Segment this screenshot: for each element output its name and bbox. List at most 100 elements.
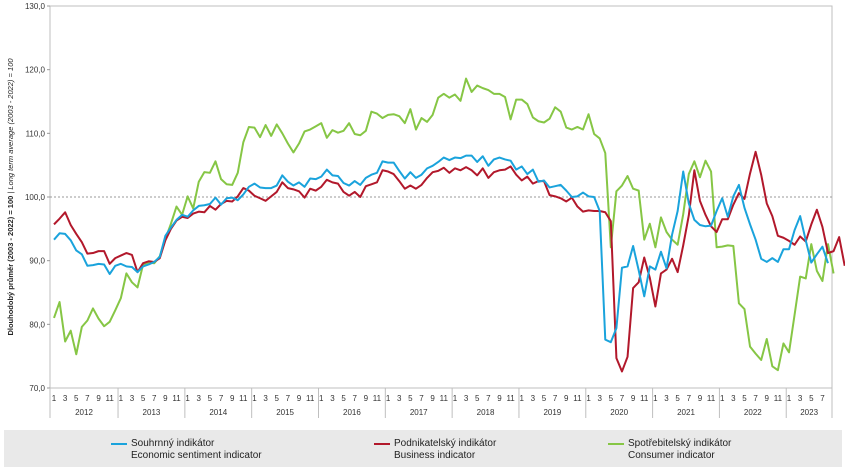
y-tick-label: 130,0 bbox=[25, 2, 46, 11]
x-month-tick-label: 7 bbox=[85, 394, 90, 403]
x-month-tick-label: 11 bbox=[640, 394, 649, 403]
legend: Souhrnný indikátor Economic sentiment in… bbox=[4, 430, 842, 467]
x-month-tick-label: 3 bbox=[197, 394, 202, 403]
x-month-tick-label: 11 bbox=[106, 394, 115, 403]
x-month-tick-label: 11 bbox=[440, 394, 449, 403]
y-tick-label: 80,0 bbox=[29, 320, 45, 329]
x-month-tick-label: 7 bbox=[286, 394, 291, 403]
x-month-tick-label: 9 bbox=[430, 394, 435, 403]
x-month-tick-label: 1 bbox=[319, 394, 324, 403]
x-month-tick-label: 5 bbox=[408, 394, 413, 403]
x-month-tick-label: 3 bbox=[531, 394, 536, 403]
legend-label-consumer-cz: Spotřebitelský indikátor bbox=[628, 438, 732, 449]
x-month-tick-label: 5 bbox=[742, 394, 747, 403]
x-month-tick-label: 11 bbox=[573, 394, 582, 403]
x-month-tick-label: 7 bbox=[419, 394, 424, 403]
x-month-tick-label: 11 bbox=[506, 394, 515, 403]
x-year-label: 2015 bbox=[276, 408, 294, 417]
x-month-tick-label: 3 bbox=[63, 394, 68, 403]
x-month-tick-label: 9 bbox=[765, 394, 770, 403]
x-year-label: 2023 bbox=[800, 408, 818, 417]
x-month-tick-label: 9 bbox=[698, 394, 703, 403]
x-month-tick-label: 1 bbox=[787, 394, 792, 403]
y-tick-label: 110,0 bbox=[26, 129, 46, 138]
x-month-tick-label: 11 bbox=[707, 394, 716, 403]
x-month-tick-label: 5 bbox=[475, 394, 480, 403]
x-month-tick-label: 3 bbox=[731, 394, 736, 403]
x-month-tick-label: 5 bbox=[542, 394, 547, 403]
x-month-tick-label: 11 bbox=[172, 394, 181, 403]
x-month-tick-label: 1 bbox=[386, 394, 391, 403]
x-year-label: 2019 bbox=[543, 408, 561, 417]
legend-label-consumer-en: Consumer indicator bbox=[628, 450, 715, 461]
legend-label-business-en: Business indicator bbox=[394, 450, 476, 461]
y-tick-label: 120,0 bbox=[25, 66, 46, 75]
x-month-tick-label: 11 bbox=[774, 394, 783, 403]
series-line-business bbox=[53, 150, 845, 373]
x-month-tick-label: 1 bbox=[720, 394, 725, 403]
x-month-tick-label: 1 bbox=[52, 394, 57, 403]
y-axis-title-main: Dlouhodobý průměr (2003 - 2022) = 100 bbox=[6, 196, 15, 336]
y-tick-label: 70,0 bbox=[29, 384, 45, 393]
legend-label-business-cz: Podnikatelský indikátor bbox=[394, 438, 497, 449]
y-axis-title: Dlouhodobý průměr (2003 - 2022) = 100 | … bbox=[6, 58, 15, 336]
x-month-tick-label: 3 bbox=[597, 394, 602, 403]
x-month-tick-label: 1 bbox=[453, 394, 458, 403]
x-month-tick-label: 3 bbox=[464, 394, 469, 403]
x-month-tick-label: 7 bbox=[687, 394, 692, 403]
y-tick-label: 100,0 bbox=[25, 193, 46, 202]
x-month-tick-label: 7 bbox=[352, 394, 357, 403]
x-month-tick-label: 3 bbox=[397, 394, 402, 403]
x-year-label: 2016 bbox=[343, 408, 361, 417]
x-month-tick-label: 9 bbox=[364, 394, 369, 403]
x-month-tick-label: 7 bbox=[486, 394, 491, 403]
x-month-tick-label: 3 bbox=[664, 394, 669, 403]
x-month-tick-label: 11 bbox=[306, 394, 315, 403]
x-month-tick-label: 7 bbox=[553, 394, 558, 403]
x-month-tick-label: 7 bbox=[219, 394, 224, 403]
x-month-tick-label: 5 bbox=[809, 394, 814, 403]
x-month-tick-label: 3 bbox=[263, 394, 268, 403]
x-month-tick-label: 1 bbox=[185, 394, 190, 403]
x-month-tick-label: 1 bbox=[520, 394, 525, 403]
legend-item-economic: Souhrnný indikátor Economic sentiment in… bbox=[111, 438, 262, 462]
x-year-label: 2018 bbox=[477, 408, 495, 417]
legend-line-economic bbox=[111, 443, 127, 445]
x-month-tick-label: 1 bbox=[119, 394, 124, 403]
legend-label-economic-cz: Souhrnný indikátor bbox=[131, 438, 215, 449]
x-month-tick-label: 3 bbox=[130, 394, 135, 403]
x-month-tick-label: 9 bbox=[96, 394, 101, 403]
x-month-tick-label: 9 bbox=[230, 394, 235, 403]
x-month-tick-label: 5 bbox=[609, 394, 614, 403]
x-month-tick-label: 9 bbox=[564, 394, 569, 403]
legend-line-consumer bbox=[608, 443, 624, 445]
chart: 70,0 80,0 90,0 100,0 110,0 120,0 130,0 Dlouhodo… bbox=[6, 2, 845, 418]
x-year-label: 2021 bbox=[677, 408, 695, 417]
x-year-label: 2012 bbox=[75, 408, 93, 417]
legend-line-business bbox=[374, 443, 390, 445]
x-year-label: 2022 bbox=[744, 408, 762, 417]
x-month-tick-label: 3 bbox=[798, 394, 803, 403]
x-month-tick-label: 5 bbox=[341, 394, 346, 403]
x-month-tick-label: 1 bbox=[586, 394, 591, 403]
x-month-tick-label: 7 bbox=[820, 394, 825, 403]
x-month-tick-label: 5 bbox=[141, 394, 146, 403]
x-month-tick-label: 5 bbox=[208, 394, 213, 403]
x-month-tick-label: 9 bbox=[631, 394, 636, 403]
x-month-tick-label: 9 bbox=[497, 394, 502, 403]
y-tick-label: 90,0 bbox=[29, 257, 45, 266]
x-month-tick-label: 3 bbox=[330, 394, 335, 403]
series-line-consumer bbox=[53, 77, 835, 372]
legend-label-economic-en: Economic sentiment indicator bbox=[131, 450, 262, 461]
series-line-economic-sentiment bbox=[53, 154, 829, 344]
x-year-label: 2020 bbox=[610, 408, 628, 417]
x-month-tick-label: 1 bbox=[252, 394, 257, 403]
x-year-label: 2017 bbox=[410, 408, 428, 417]
x-month-tick-label: 9 bbox=[297, 394, 302, 403]
x-month-tick-label: 5 bbox=[275, 394, 280, 403]
x-month-tick-label: 11 bbox=[373, 394, 382, 403]
x-year-label: 2014 bbox=[209, 408, 227, 417]
x-month-tick-label: 5 bbox=[675, 394, 680, 403]
x-month-tick-label: 7 bbox=[620, 394, 625, 403]
x-month-tick-label: 11 bbox=[239, 394, 248, 403]
